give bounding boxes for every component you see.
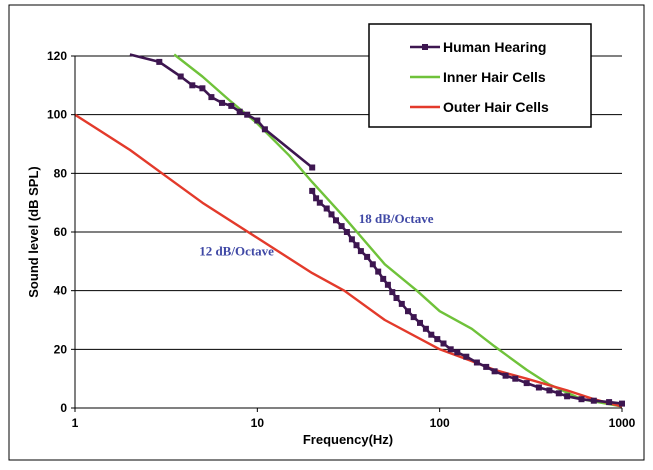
legend-item-human-hearing: Human Hearing [410,39,546,55]
data-point [328,211,335,218]
data-point [405,308,411,315]
data-point [177,73,184,80]
series-layer [74,53,625,408]
y-tick-label: 80 [54,166,68,180]
annotation-label: 12 dB/Octave [199,243,274,258]
data-point [491,368,498,375]
data-point [338,223,345,230]
data-point [606,399,613,406]
data-point [348,236,355,243]
data-point [422,325,429,332]
series-line [129,53,160,64]
data-point [619,400,625,407]
y-tick-label: 100 [47,108,67,122]
annotation-label: 18 dB/Octave [359,211,434,226]
data-point [236,108,243,115]
data-point [364,253,371,260]
data-point [313,195,320,202]
data-point [343,229,350,235]
data-point [384,281,391,288]
data-point [447,346,454,353]
data-point [546,387,553,394]
y-tick-label: 60 [54,225,68,239]
data-point [369,261,376,268]
data-point [261,126,268,133]
legend: Human Hearing Inner Hair Cells Outer Hair … [368,23,592,128]
legend-label: Outer Hair Cells [443,99,549,115]
data-point [512,375,519,382]
data-point [417,319,423,326]
data-point [323,205,330,212]
data-point [398,300,405,307]
data-point [309,187,316,194]
data-point [523,380,530,387]
series-outer-hair-cells [74,113,623,408]
legend-item-inner-hair-cells: Inner Hair Cells [410,69,546,85]
annotations: 18 dB/Octave 12 dB/Octave [199,211,434,258]
y-tick-label: 20 [54,342,68,356]
data-point [254,117,261,124]
legend-label: Inner Hair Cells [443,69,546,85]
data-point [483,363,490,370]
data-point [535,384,542,391]
data-point [316,199,323,206]
data-point [375,268,382,275]
data-point [219,99,225,106]
legend-label: Human Hearing [443,39,546,55]
legend-marker [422,44,428,50]
data-point [440,340,447,347]
data-point [199,85,206,92]
data-point [208,94,215,101]
x-tick-label: 100 [430,416,450,430]
data-point [353,242,360,249]
y-tick-label: 120 [47,49,67,63]
data-point [578,396,585,403]
x-tick-label: 1 [72,416,79,430]
series-line [74,113,623,408]
data-point [434,336,441,343]
data-point [463,353,470,360]
data-point [590,397,597,404]
data-point [564,393,571,400]
data-point [357,248,364,255]
x-axis-title: Frequency(Hz) [303,432,393,447]
legend-item-outer-hair-cells: Outer Hair Cells [410,99,549,115]
data-point [410,314,417,321]
data-point [428,331,435,338]
legend-box [368,23,592,128]
data-point [555,390,562,397]
y-tick-label: 40 [54,284,68,298]
x-tick-label: 10 [251,416,265,430]
data-point [380,275,387,282]
series-human-hearing [129,53,625,407]
data-point [454,349,461,356]
data-point [156,58,163,65]
data-point [393,295,400,301]
y-axis-title: Sound level (dB SPL) [26,166,41,297]
y-tick-label: 0 [60,401,67,415]
data-point [389,289,396,296]
data-point [309,164,316,171]
data-point [228,102,235,109]
data-point [473,359,480,366]
x-tick-label: 1000 [609,416,636,430]
data-point [244,111,251,118]
data-point [333,217,339,224]
data-point [189,82,196,89]
data-point [502,372,509,379]
